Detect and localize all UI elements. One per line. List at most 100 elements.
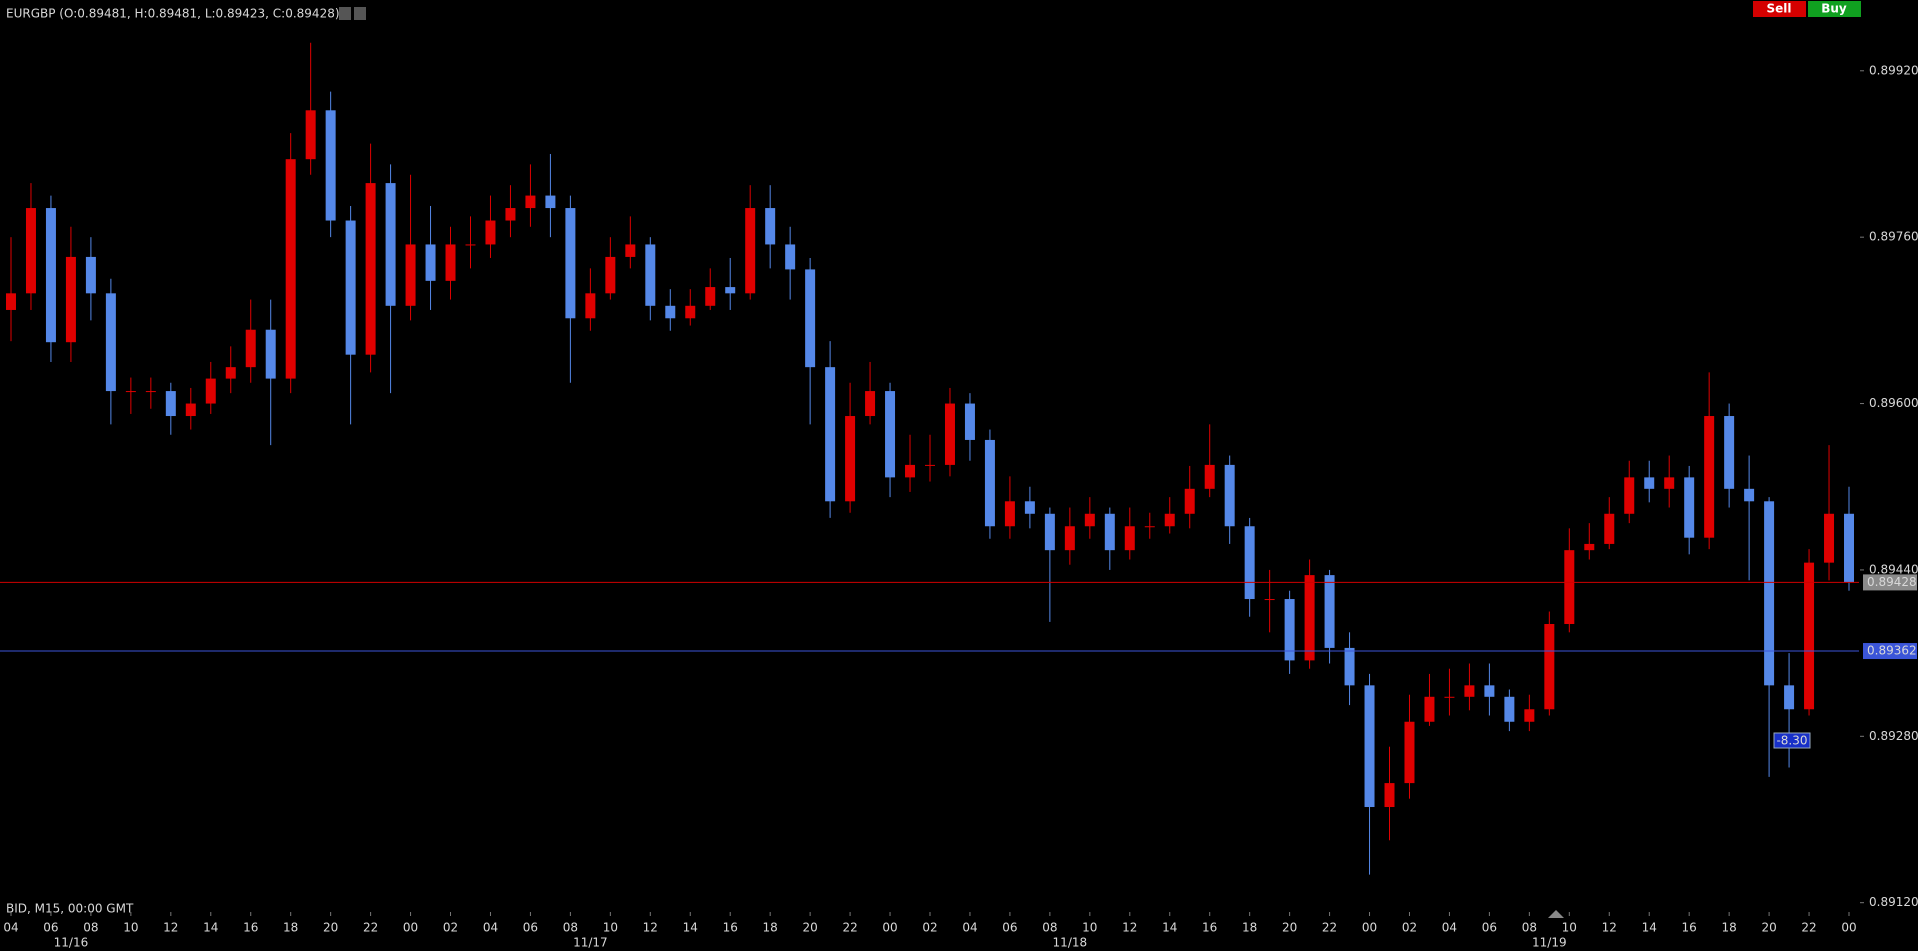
x-tick-label: 02 (922, 921, 937, 935)
x-tick-label: 10 (603, 921, 618, 935)
candle-body (105, 293, 116, 392)
x-tick-label: 22 (363, 921, 378, 935)
x-tick-label: 16 (723, 921, 738, 935)
price-label-box (1863, 643, 1917, 660)
x-tick-label: 20 (1761, 921, 1776, 935)
buy-button[interactable] (1808, 1, 1861, 17)
candle-body (1124, 526, 1135, 551)
date-label: 11/19 (1532, 936, 1567, 950)
x-tick-label: 14 (203, 921, 218, 935)
candle-body (1364, 685, 1375, 808)
candle-body (1344, 647, 1355, 686)
x-tick-label: 18 (1242, 921, 1257, 935)
candle-body (1224, 464, 1235, 527)
x-tick-label: 04 (3, 921, 18, 935)
x-tick-label: 12 (1122, 921, 1137, 935)
candle-body (1064, 526, 1075, 551)
x-tick-label: 16 (1202, 921, 1217, 935)
candle-body (305, 110, 316, 160)
candle-body (1284, 599, 1295, 661)
candle-body (1764, 501, 1775, 686)
candle-body (1084, 513, 1095, 527)
date-label: 11/18 (1053, 936, 1088, 950)
x-tick-label: 08 (1042, 921, 1057, 935)
candle-body (625, 244, 636, 257)
candle-body (725, 287, 736, 294)
candle-body (325, 110, 336, 221)
candle-body (465, 244, 476, 246)
y-tick-label: 0.89920 (1869, 63, 1918, 77)
x-tick-label: 18 (283, 921, 298, 935)
x-tick-label: 22 (1322, 921, 1337, 935)
candle-body (65, 256, 76, 343)
candle-body (964, 403, 975, 440)
x-tick-label: 20 (323, 921, 338, 935)
y-tick-label: 0.89120 (1869, 895, 1918, 909)
x-tick-label: 14 (683, 921, 698, 935)
x-tick-label: 16 (243, 921, 258, 935)
y-tick-label: 0.89280 (1869, 729, 1918, 743)
candle-body (345, 220, 356, 355)
x-tick-label: 08 (83, 921, 98, 935)
candle-body (1804, 562, 1815, 710)
sell-label[interactable]: Sell (1766, 2, 1791, 16)
x-tick-label: 10 (1562, 921, 1577, 935)
candle-body (125, 391, 136, 393)
candle-body (1464, 685, 1475, 697)
x-tick-label: 14 (1642, 921, 1657, 935)
candle-body (1524, 709, 1535, 722)
candle-body (1204, 464, 1215, 489)
annotation-box (1773, 732, 1811, 749)
x-tick-label: 12 (163, 921, 178, 935)
candle-body (585, 293, 596, 319)
candle-body (485, 220, 496, 245)
candle-body (1724, 416, 1735, 489)
candle-body (265, 329, 276, 379)
candle-body (685, 305, 696, 319)
candle-body (505, 208, 516, 221)
price-label: 0.89428 (1867, 575, 1917, 589)
candle-body (525, 195, 536, 209)
x-tick-label: 18 (763, 921, 778, 935)
price-label: 0.89362 (1867, 644, 1917, 658)
candle-body (944, 403, 955, 465)
candle-body (205, 378, 216, 404)
chart-title: EURGBP (O:0.89481, H:0.89481, L:0.89423,… (6, 7, 340, 21)
y-tick-label: 0.89600 (1869, 396, 1918, 410)
candle-body (425, 244, 436, 281)
candle-body (1744, 488, 1755, 502)
candle-body (1484, 685, 1495, 697)
x-tick-label: 10 (1082, 921, 1097, 935)
candle-body (45, 208, 56, 343)
candle-body (565, 208, 576, 319)
candle-body (1824, 513, 1835, 563)
buy-label[interactable]: Buy (1821, 2, 1847, 16)
x-tick-label: 18 (1721, 921, 1736, 935)
candle-body (1424, 696, 1435, 722)
candle-body (1784, 685, 1795, 710)
candle-body (385, 183, 396, 306)
x-tick-label: 02 (443, 921, 458, 935)
candle-body (825, 367, 836, 502)
candle-body (1444, 696, 1455, 698)
candle-body (1004, 501, 1015, 527)
candle-body (145, 391, 156, 393)
candle-body (865, 391, 876, 417)
x-tick-label: 04 (1442, 921, 1457, 935)
scroll-marker[interactable] (1548, 910, 1564, 918)
x-tick-label: 00 (1841, 921, 1856, 935)
date-label: 11/16 (54, 936, 89, 950)
candle-body (925, 464, 935, 466)
x-tick-label: 20 (802, 921, 817, 935)
candle-body (365, 183, 376, 355)
sell-button[interactable] (1753, 1, 1806, 17)
candle-body (1624, 477, 1635, 514)
x-tick-label: 06 (523, 921, 538, 935)
icon[interactable] (354, 7, 366, 20)
candle-body (905, 464, 916, 478)
candle-body (85, 256, 96, 294)
x-tick-label: 04 (962, 921, 977, 935)
x-tick-label: 08 (563, 921, 578, 935)
icon[interactable] (339, 7, 351, 20)
